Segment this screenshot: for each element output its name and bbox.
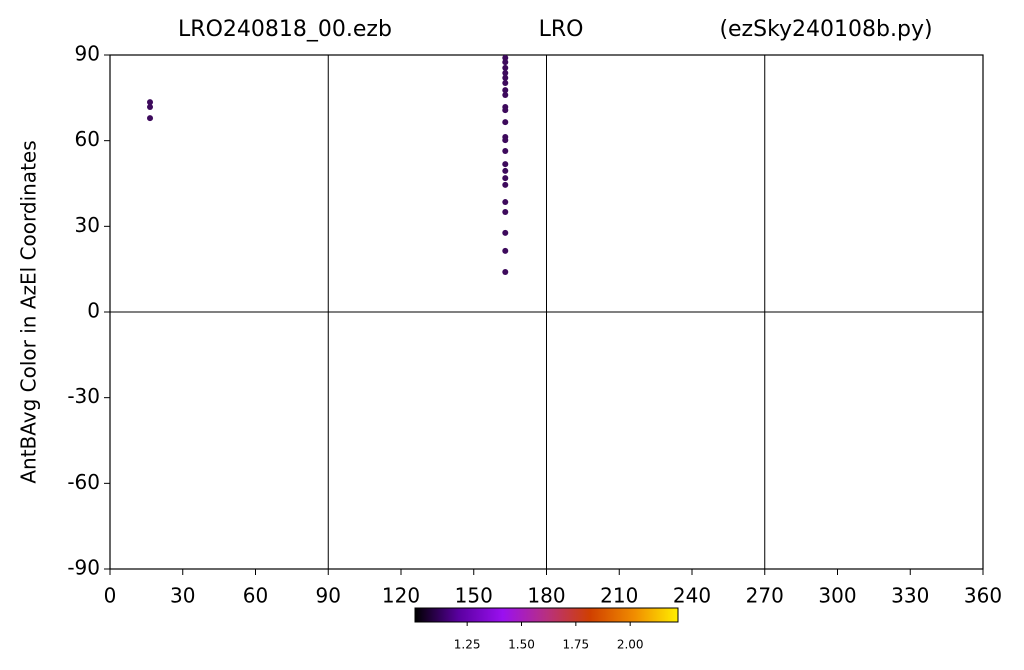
- data-point: [147, 99, 154, 106]
- chart-title: (ezSky240108b.py): [719, 17, 932, 42]
- colorbar-tick-label: 1.25: [454, 638, 481, 652]
- x-tick-label: 90: [316, 584, 341, 608]
- data-point: [502, 87, 509, 94]
- data-point: [502, 137, 509, 144]
- y-tick-label: 60: [75, 127, 100, 151]
- chart-title: LRO240818_00.ezb: [178, 17, 392, 42]
- data-point: [502, 79, 509, 86]
- data-point: [502, 167, 509, 174]
- data-point: [502, 54, 509, 61]
- chart-title: LRO: [539, 17, 584, 42]
- x-tick-label: 300: [818, 584, 856, 608]
- y-tick-label: -60: [67, 470, 100, 494]
- x-tick-label: 240: [673, 584, 711, 608]
- data-point: [502, 175, 509, 182]
- data-point: [147, 103, 154, 110]
- data-point: [502, 119, 509, 126]
- y-tick-label: 30: [75, 213, 100, 237]
- data-point: [502, 91, 509, 98]
- data-point: [147, 115, 154, 122]
- y-tick-label: -30: [67, 384, 100, 408]
- data-point: [502, 107, 509, 114]
- data-point: [502, 147, 509, 154]
- data-point: [502, 69, 509, 76]
- x-tick-label: 30: [170, 584, 195, 608]
- data-point: [502, 247, 509, 254]
- x-tick-label: 270: [746, 584, 784, 608]
- x-tick-label: 120: [382, 584, 420, 608]
- data-point: [502, 269, 509, 276]
- data-point: [502, 64, 509, 71]
- x-tick-label: 0: [104, 584, 117, 608]
- y-axis-label: AntBAvg Color in AzEl Coordinates: [17, 140, 41, 483]
- data-point: [502, 209, 509, 216]
- data-point: [502, 199, 509, 206]
- colorbar-tick-label: 2.00: [617, 638, 644, 652]
- colorbar-tick-label: 1.75: [562, 638, 589, 652]
- data-point: [502, 181, 509, 188]
- x-tick-label: 360: [964, 584, 1002, 608]
- x-tick-label: 60: [243, 584, 268, 608]
- y-tick-label: -90: [67, 556, 100, 580]
- x-tick-label: 150: [455, 584, 493, 608]
- data-point: [502, 161, 509, 168]
- data-point: [502, 59, 509, 66]
- x-tick-label: 330: [891, 584, 929, 608]
- data-point: [502, 74, 509, 81]
- data-point: [502, 229, 509, 236]
- colorbar: [414, 607, 679, 623]
- y-tick-label: 90: [75, 42, 100, 66]
- colorbar-tick-label: 1.50: [508, 638, 535, 652]
- x-tick-label: 210: [600, 584, 638, 608]
- y-tick-label: 0: [87, 299, 100, 323]
- x-tick-label: 180: [527, 584, 565, 608]
